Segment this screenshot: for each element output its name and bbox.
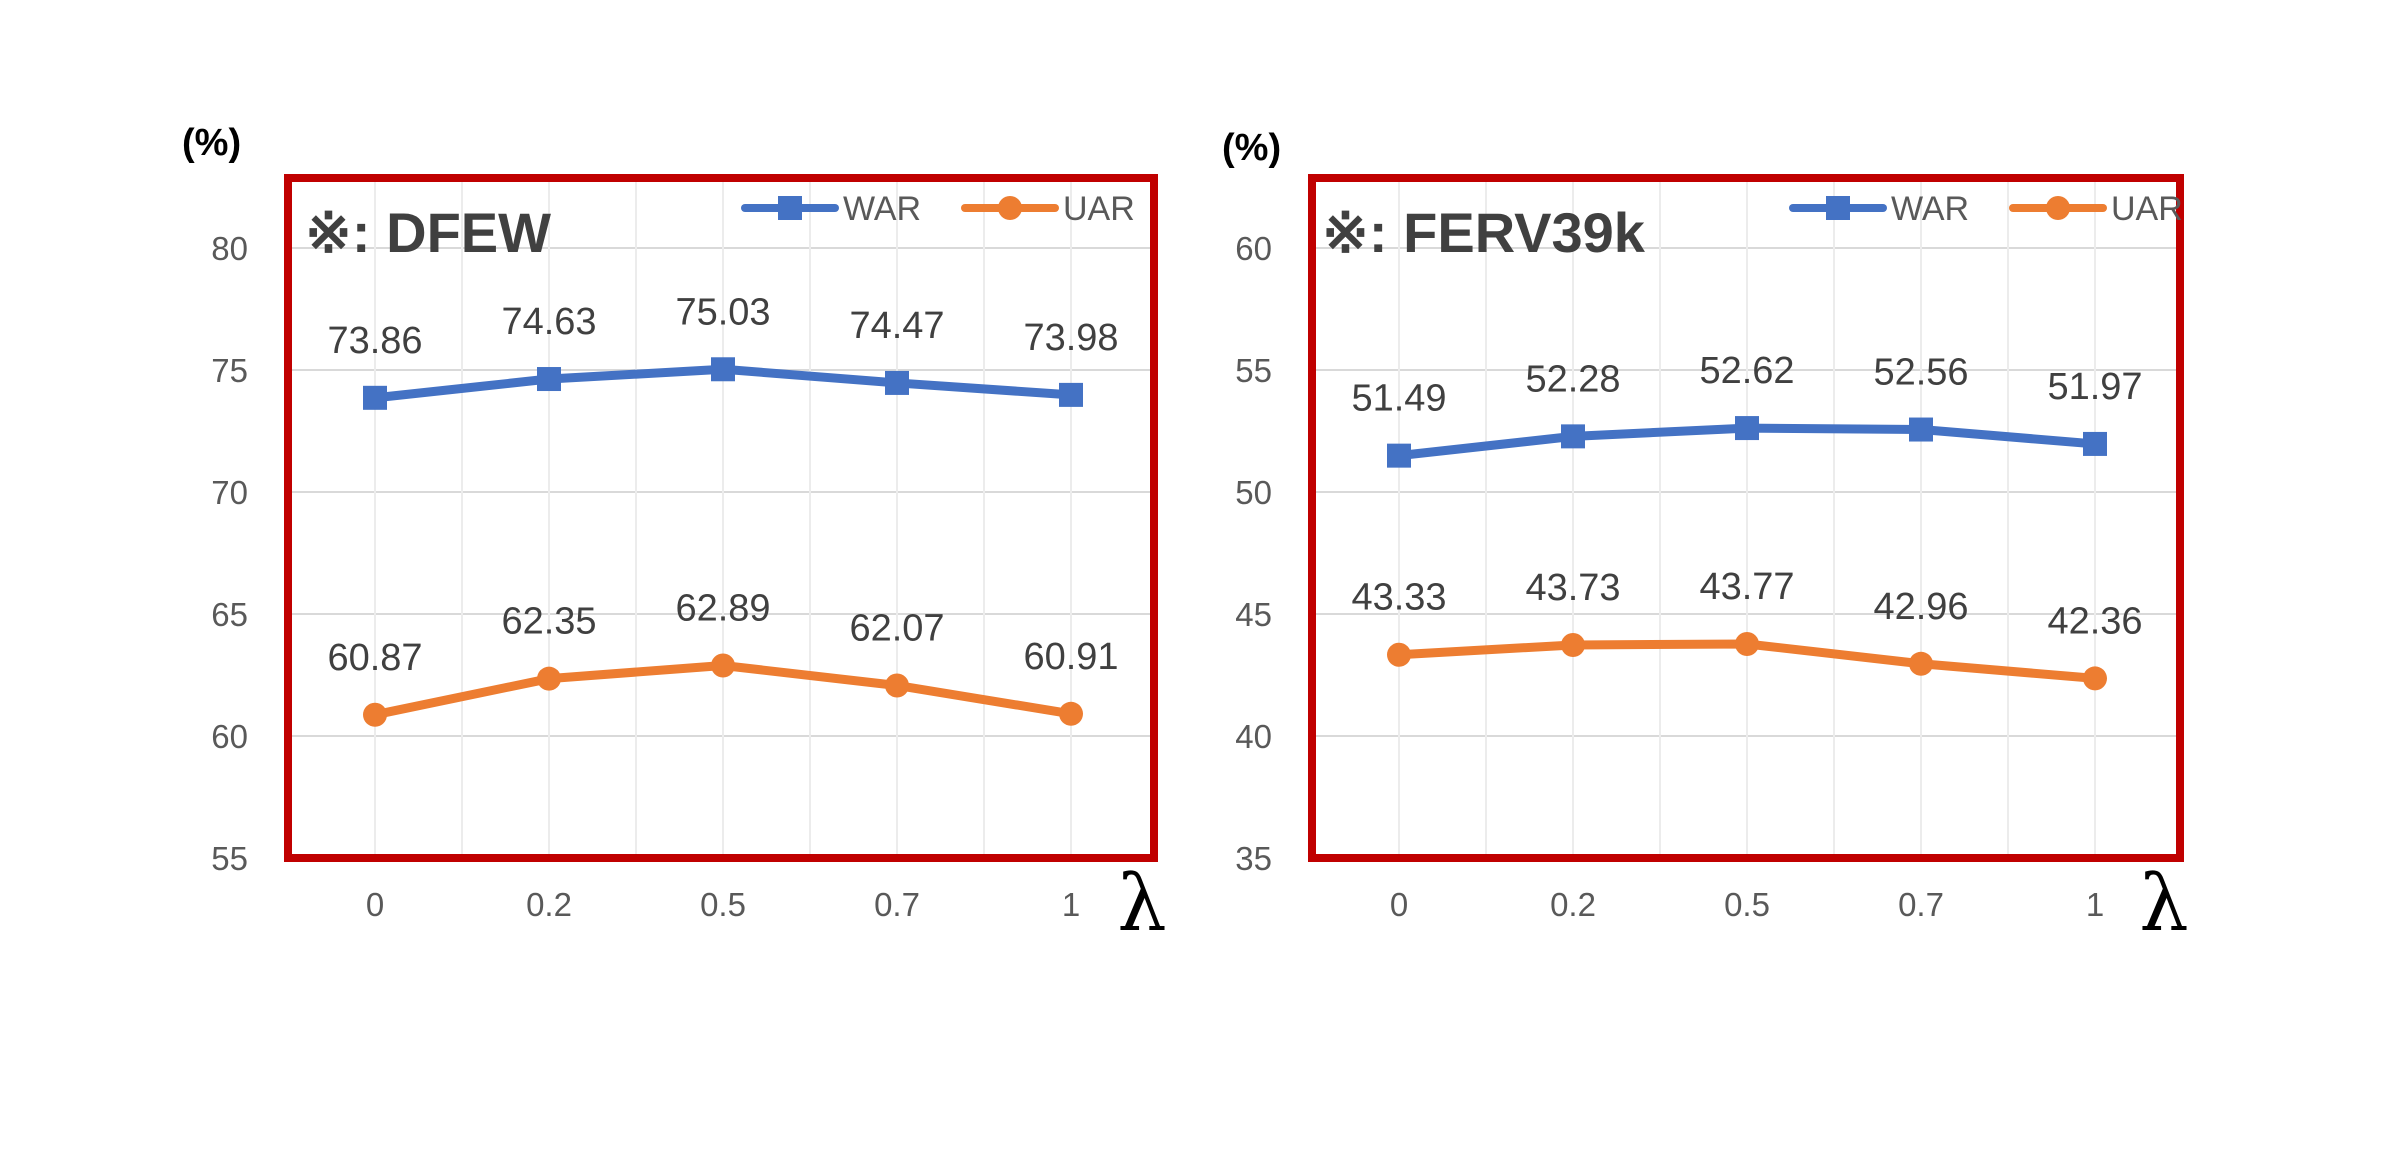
data-label-uar: 60.91 (1023, 636, 1118, 678)
chart-2: 35 40 45 50 55 60 0 0.2 0.5 0.7 1 51.49 52.28 52.62 52… (1222, 127, 2189, 949)
data-point-uar (711, 653, 735, 678)
x-tick-label: 0.5 (700, 886, 746, 923)
legend-item-uar: UAR (961, 190, 1135, 228)
data-point-uar (2083, 666, 2107, 691)
data-point-uar (537, 666, 561, 691)
chart-frame (1308, 174, 2184, 862)
data-label-uar: 42.96 (1873, 586, 1968, 628)
data-point-uar (363, 702, 387, 727)
chart-1: 55 60 65 70 75 80 0 0.2 0.5 0.7 1 73.86 74.63 75.03 74… (182, 122, 1167, 949)
data-label-uar: 43.33 (1351, 577, 1446, 619)
data-point-uar (1561, 632, 1585, 657)
data-label-war: 75.03 (675, 291, 770, 333)
data-label-war: 73.98 (1023, 317, 1118, 359)
x-tick-label: 0 (1390, 886, 1408, 923)
data-label-uar: 42.36 (2047, 600, 2142, 642)
data-point-uar (1059, 701, 1083, 726)
legend-marker (1826, 196, 1850, 220)
y-tick-label: 60 (211, 718, 248, 755)
x-tick-label: 0 (366, 886, 384, 923)
y-axis-label: (%) (182, 122, 241, 164)
data-label-war: 52.56 (1873, 352, 1968, 394)
data-point-uar (885, 673, 909, 698)
data-point-uar (1735, 632, 1759, 657)
data-point-war (2083, 431, 2107, 456)
data-point-war (1059, 382, 1083, 407)
legend-label: UAR (2111, 190, 2183, 228)
data-point-war (1387, 443, 1411, 468)
x-tick-label: 0.2 (1550, 886, 1596, 923)
y-tick-label: 35 (1235, 840, 1272, 877)
data-label-uar: 60.87 (327, 637, 422, 679)
data-point-war (885, 370, 909, 395)
y-tick-label: 70 (211, 474, 248, 511)
data-point-war (711, 357, 735, 382)
x-tick-label: 1 (2086, 886, 2104, 923)
legend-label: WAR (1891, 190, 1969, 228)
legend-label: UAR (1063, 190, 1135, 228)
data-label-uar: 62.89 (675, 587, 770, 629)
data-label-uar: 62.07 (849, 607, 944, 649)
y-tick-label: 65 (211, 596, 248, 633)
legend-item-war: WAR (1789, 190, 1969, 228)
legend-marker (2046, 196, 2070, 220)
data-point-war (363, 385, 387, 410)
chart-title: ※: DFEW (305, 201, 551, 264)
data-point-uar (1909, 651, 1933, 676)
legend-item-uar: UAR (2009, 190, 2183, 228)
data-label-war: 73.86 (327, 320, 422, 362)
chart-frame (284, 174, 1158, 862)
x-tick-label: 0.5 (1724, 886, 1770, 923)
y-tick-label: 50 (1235, 474, 1272, 511)
data-point-war (1909, 417, 1933, 442)
data-label-uar: 43.73 (1525, 567, 1620, 609)
data-point-uar (1387, 642, 1411, 667)
x-axis-label: λ (1117, 859, 1166, 949)
y-tick-label: 60 (1235, 230, 1272, 267)
data-label-uar: 43.77 (1699, 566, 1794, 608)
y-tick-label: 80 (211, 230, 248, 267)
data-point-war (1735, 416, 1759, 441)
legend-label: WAR (843, 190, 921, 228)
y-tick-label: 40 (1235, 718, 1272, 755)
x-tick-label: 0.7 (874, 886, 920, 923)
x-tick-label: 0.2 (526, 886, 572, 923)
y-tick-label: 55 (1235, 352, 1272, 389)
data-label-war: 51.97 (2047, 366, 2142, 408)
data-label-war: 74.47 (849, 305, 944, 347)
data-point-war (1561, 424, 1585, 449)
y-tick-label: 75 (211, 352, 248, 389)
legend-marker (778, 196, 802, 220)
x-axis-label: λ (2139, 859, 2188, 949)
data-label-war: 52.28 (1525, 358, 1620, 400)
legend-marker (998, 196, 1022, 220)
y-tick-label: 55 (211, 840, 248, 877)
chart-title: ※: FERV39k (1322, 201, 1646, 264)
data-point-war (537, 367, 561, 392)
x-tick-label: 1 (1062, 886, 1080, 923)
data-label-war: 52.62 (1699, 350, 1794, 392)
y-axis-label: (%) (1222, 127, 1281, 169)
data-label-war: 51.49 (1351, 378, 1446, 420)
data-label-uar: 62.35 (501, 601, 596, 643)
data-label-war: 74.63 (501, 301, 596, 343)
legend-item-war: WAR (741, 190, 921, 228)
y-tick-label: 45 (1235, 596, 1272, 633)
x-tick-label: 0.7 (1898, 886, 1944, 923)
